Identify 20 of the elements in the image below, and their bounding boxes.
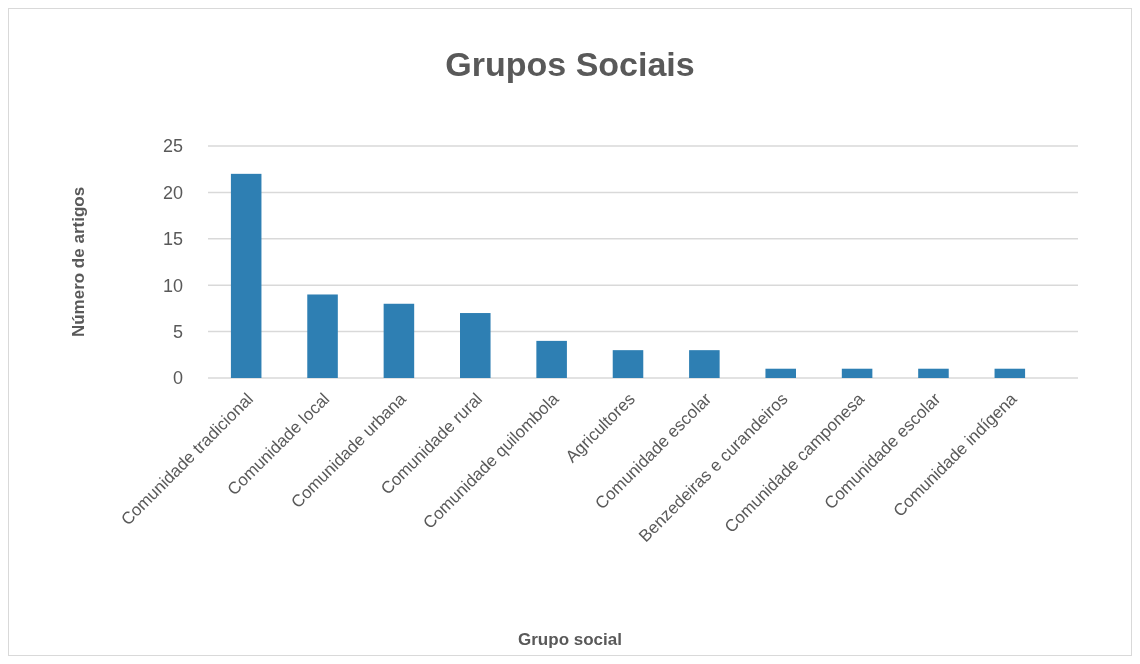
y-tick-label: 10 xyxy=(162,275,183,296)
y-tick-label: 25 xyxy=(162,136,183,157)
y-tick-label: 0 xyxy=(172,368,183,389)
bar xyxy=(383,303,415,378)
bar xyxy=(994,368,1026,378)
bar xyxy=(230,173,262,378)
bar xyxy=(765,368,796,378)
y-tick-label: 15 xyxy=(162,229,183,250)
bar xyxy=(689,350,720,378)
chart-title: Grupos Sociais xyxy=(445,45,695,83)
bar xyxy=(307,294,338,378)
bar xyxy=(612,350,644,378)
bar xyxy=(841,368,873,378)
bar xyxy=(918,368,949,378)
bar xyxy=(460,313,491,378)
y-axis-title: Número de artigos xyxy=(69,186,88,338)
y-tick-label: 20 xyxy=(162,182,183,203)
y-tick-label: 5 xyxy=(172,321,183,342)
bar xyxy=(536,340,567,378)
x-axis-title: Grupo social xyxy=(518,630,622,649)
